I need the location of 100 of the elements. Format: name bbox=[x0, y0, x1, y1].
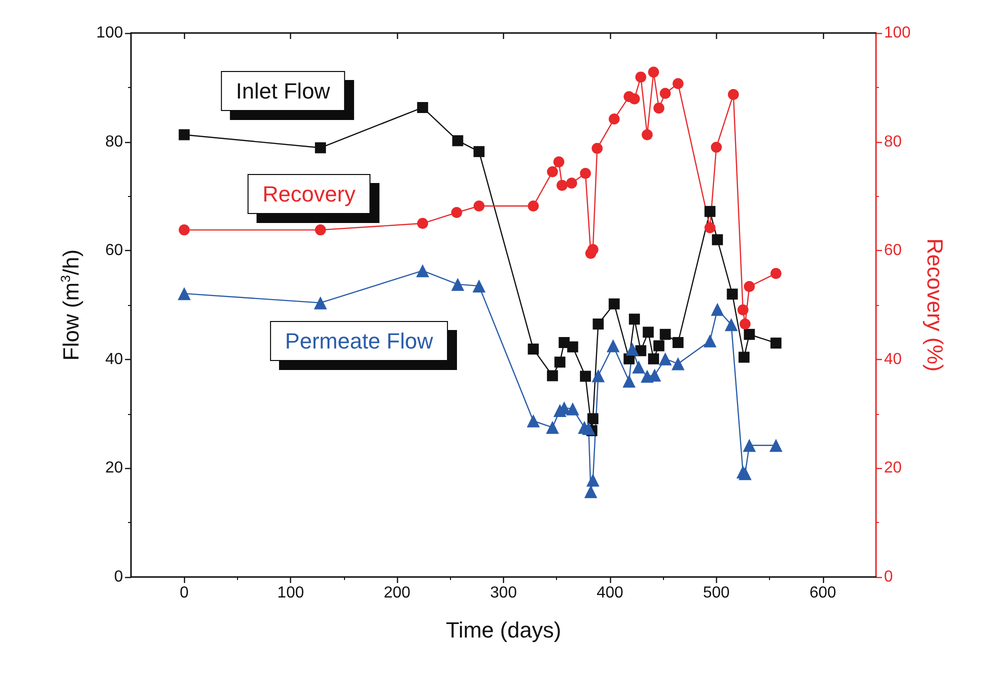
y-tick-label: 20 bbox=[105, 460, 124, 477]
point bbox=[553, 156, 564, 168]
point bbox=[474, 146, 485, 158]
point bbox=[584, 485, 598, 498]
point bbox=[648, 66, 660, 78]
point bbox=[738, 467, 752, 480]
point bbox=[672, 357, 685, 370]
x-tick-label: 100 bbox=[277, 584, 304, 602]
y2-axis-title: Recovery (%) bbox=[922, 238, 948, 372]
point bbox=[314, 224, 326, 236]
point bbox=[710, 142, 722, 153]
point bbox=[528, 344, 539, 355]
y-tick-label: 0 bbox=[114, 568, 124, 586]
point bbox=[526, 414, 540, 428]
x-axis-title: Time (days) bbox=[446, 618, 562, 642]
x-tick-label: 200 bbox=[384, 584, 411, 602]
point bbox=[451, 278, 464, 291]
point bbox=[580, 168, 591, 179]
point bbox=[592, 142, 603, 154]
point bbox=[546, 420, 559, 434]
y2-tick-label: 40 bbox=[884, 350, 902, 368]
point bbox=[580, 370, 591, 382]
point bbox=[546, 370, 558, 382]
point bbox=[648, 353, 660, 364]
point bbox=[628, 314, 640, 325]
y-tick-label: 80 bbox=[105, 133, 124, 150]
point bbox=[452, 135, 464, 146]
point bbox=[738, 352, 750, 363]
point bbox=[546, 166, 558, 178]
point bbox=[416, 264, 430, 278]
point bbox=[770, 338, 782, 349]
point bbox=[728, 88, 739, 100]
point bbox=[744, 281, 755, 292]
x-tick-label: 500 bbox=[703, 584, 730, 602]
point bbox=[587, 244, 598, 256]
point bbox=[626, 342, 639, 356]
point bbox=[592, 369, 605, 382]
y-tick-label: 60 bbox=[105, 242, 124, 260]
point bbox=[474, 200, 485, 212]
point bbox=[653, 340, 664, 352]
x-tick-label: 0 bbox=[180, 584, 189, 602]
point bbox=[704, 222, 716, 234]
y-tick-label: 100 bbox=[96, 24, 124, 42]
point bbox=[582, 422, 596, 435]
point bbox=[567, 341, 578, 352]
series-label: Recovery bbox=[262, 182, 356, 206]
point bbox=[472, 279, 486, 292]
point bbox=[672, 78, 684, 90]
x-tick-label: 400 bbox=[596, 584, 624, 602]
point bbox=[417, 218, 428, 229]
point bbox=[635, 72, 646, 83]
point bbox=[592, 318, 604, 330]
point bbox=[658, 352, 672, 366]
point bbox=[314, 142, 326, 154]
point bbox=[742, 438, 756, 452]
y-axis-title: Flow (m3/h) bbox=[58, 249, 84, 361]
point bbox=[710, 302, 724, 316]
point bbox=[737, 304, 748, 316]
point bbox=[556, 180, 568, 191]
series-label: Inlet Flow bbox=[236, 78, 330, 104]
point bbox=[528, 200, 539, 212]
point bbox=[660, 328, 671, 340]
point bbox=[586, 474, 600, 487]
point bbox=[653, 102, 664, 114]
point bbox=[642, 129, 653, 140]
point bbox=[672, 337, 684, 348]
y-tick-label: 40 bbox=[105, 350, 124, 368]
point bbox=[628, 93, 640, 104]
point bbox=[703, 334, 716, 348]
y2-tick-label: 0 bbox=[884, 568, 893, 586]
point bbox=[660, 88, 671, 99]
point bbox=[178, 224, 190, 236]
point bbox=[587, 413, 598, 424]
x-tick-label: 300 bbox=[490, 584, 517, 602]
point bbox=[726, 288, 738, 300]
point bbox=[608, 298, 620, 310]
point bbox=[566, 402, 580, 416]
point bbox=[178, 129, 190, 140]
y2-tick-label: 80 bbox=[884, 133, 902, 150]
y2-tick-label: 60 bbox=[884, 242, 902, 260]
point bbox=[417, 102, 428, 114]
point bbox=[704, 206, 716, 217]
x-tick-label: 600 bbox=[809, 584, 836, 602]
point bbox=[566, 178, 578, 189]
point bbox=[642, 326, 654, 338]
point bbox=[740, 318, 751, 330]
point bbox=[451, 207, 462, 218]
y2-tick-label: 20 bbox=[884, 460, 902, 477]
point bbox=[744, 328, 755, 340]
point bbox=[622, 374, 636, 388]
point bbox=[769, 438, 782, 452]
point bbox=[724, 318, 738, 332]
point bbox=[178, 287, 191, 300]
point bbox=[635, 345, 646, 356]
point bbox=[632, 360, 646, 374]
point bbox=[606, 339, 620, 352]
point bbox=[712, 234, 723, 246]
point bbox=[314, 296, 327, 310]
point bbox=[770, 268, 782, 279]
y2-tick-label: 100 bbox=[884, 24, 911, 42]
